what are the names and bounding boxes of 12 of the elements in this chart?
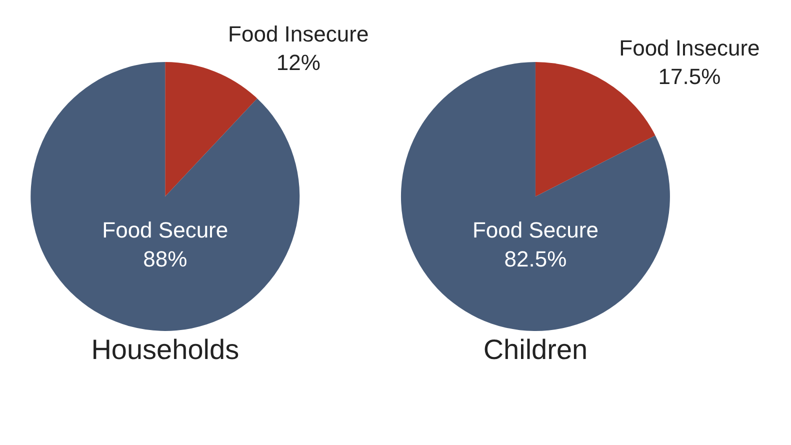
slice-label: Food Secure (472, 218, 598, 243)
data-label: 17.5% (658, 64, 721, 90)
data-label: 82.5% (504, 246, 567, 272)
pie-slice (535, 62, 656, 196)
slice-label: Food Insecure (228, 21, 369, 46)
text: Households (91, 334, 240, 365)
pie-slice (165, 62, 258, 196)
text: Children (483, 334, 588, 365)
slice-label: Food Insecure (619, 36, 760, 61)
data-label: 12% (276, 50, 320, 76)
slice-label: Food Secure (102, 218, 228, 243)
data-label: 88% (143, 246, 188, 272)
